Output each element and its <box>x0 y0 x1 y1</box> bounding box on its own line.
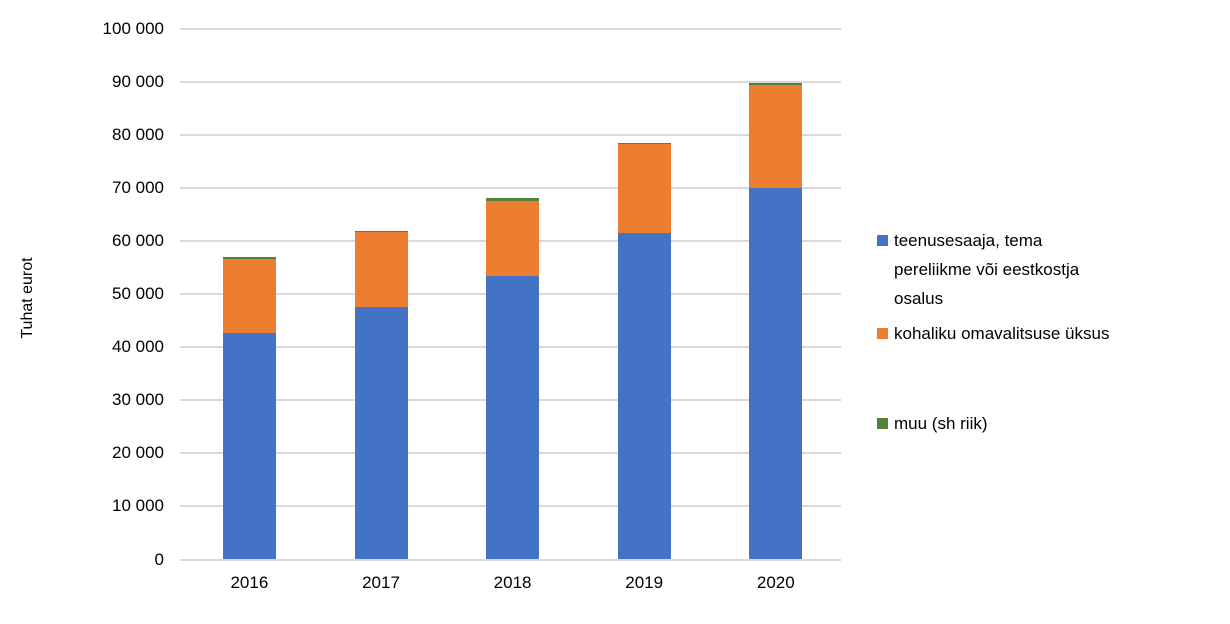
bar-segment-orange-2016 <box>222 258 276 334</box>
bar-segment-blue-2020 <box>749 188 803 560</box>
y-tick-label: 100 000 <box>102 18 164 38</box>
x-tick-label: 2016 <box>230 573 269 592</box>
y-gridline <box>180 80 841 83</box>
bar-segment-green-2019 <box>617 142 671 145</box>
y-tick-label: 40 000 <box>112 337 164 357</box>
y-tick-label: 30 000 <box>112 390 164 410</box>
bar-segment-green-2017 <box>354 230 408 233</box>
y-tick-label: 20 000 <box>112 443 164 463</box>
x-axis-line <box>180 558 841 561</box>
bar-segment-orange-2019 <box>617 144 671 233</box>
x-tick-label: 2018 <box>493 573 532 592</box>
y-tick-label: 90 000 <box>112 71 164 91</box>
bar-segment-green-2018 <box>486 198 540 201</box>
y-gridline <box>180 186 841 189</box>
y-tick-label: 80 000 <box>112 124 164 144</box>
bar-segment-blue-2019 <box>617 232 671 560</box>
bar-segment-blue-2017 <box>354 306 408 560</box>
bar-segment-orange-2017 <box>354 232 408 307</box>
y-tick-label: 50 000 <box>112 284 164 303</box>
bar-segment-orange-2018 <box>486 200 540 277</box>
x-tick-label: 2017 <box>362 573 400 592</box>
y-gridline <box>180 133 841 136</box>
y-gridline <box>180 27 841 30</box>
x-tick-label: 2020 <box>756 573 795 592</box>
bar-segment-blue-2018 <box>486 276 540 560</box>
y-tick-label: 0 <box>154 549 164 569</box>
bar-segment-green-2020 <box>749 82 803 86</box>
bar-segment-blue-2016 <box>222 333 276 560</box>
y-tick-label: 70 000 <box>112 177 164 197</box>
x-tick-label: 2019 <box>625 573 664 592</box>
y-tick-label: 60 000 <box>112 230 164 250</box>
bar-segment-green-2016 <box>222 257 276 259</box>
y-tick-label: 10 000 <box>112 496 164 516</box>
bar-segment-orange-2020 <box>749 85 803 189</box>
